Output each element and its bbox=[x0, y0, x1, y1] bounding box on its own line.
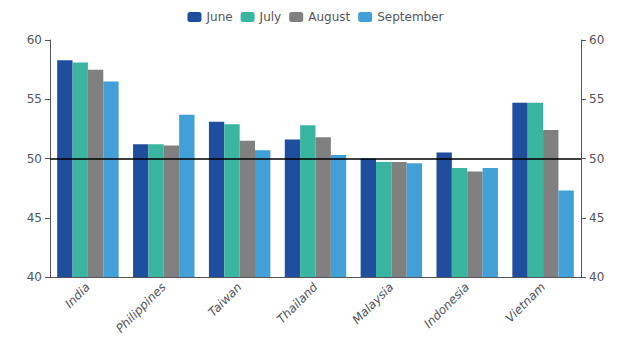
svg-text:55: 55 bbox=[589, 92, 604, 106]
svg-text:40: 40 bbox=[27, 270, 42, 284]
svg-text:45: 45 bbox=[27, 211, 42, 225]
svg-text:Malaysia: Malaysia bbox=[349, 280, 396, 327]
svg-text:July: July bbox=[259, 10, 282, 24]
svg-text:June: June bbox=[205, 10, 232, 24]
svg-text:60: 60 bbox=[589, 33, 604, 47]
svg-text:45: 45 bbox=[589, 211, 604, 225]
svg-text:60: 60 bbox=[27, 33, 42, 47]
svg-text:Indonesia: Indonesia bbox=[421, 280, 472, 331]
svg-text:Thailand: Thailand bbox=[274, 280, 321, 327]
svg-text:Vietnam: Vietnam bbox=[503, 280, 548, 325]
svg-text:September: September bbox=[377, 10, 443, 24]
svg-text:August: August bbox=[308, 10, 350, 24]
svg-text:India: India bbox=[62, 280, 93, 311]
svg-text:Taiwan: Taiwan bbox=[205, 280, 244, 319]
svg-text:55: 55 bbox=[27, 92, 42, 106]
svg-text:40: 40 bbox=[589, 270, 604, 284]
svg-text:50: 50 bbox=[27, 152, 42, 166]
svg-text:50: 50 bbox=[589, 152, 604, 166]
svg-text:Philippines: Philippines bbox=[113, 280, 169, 336]
